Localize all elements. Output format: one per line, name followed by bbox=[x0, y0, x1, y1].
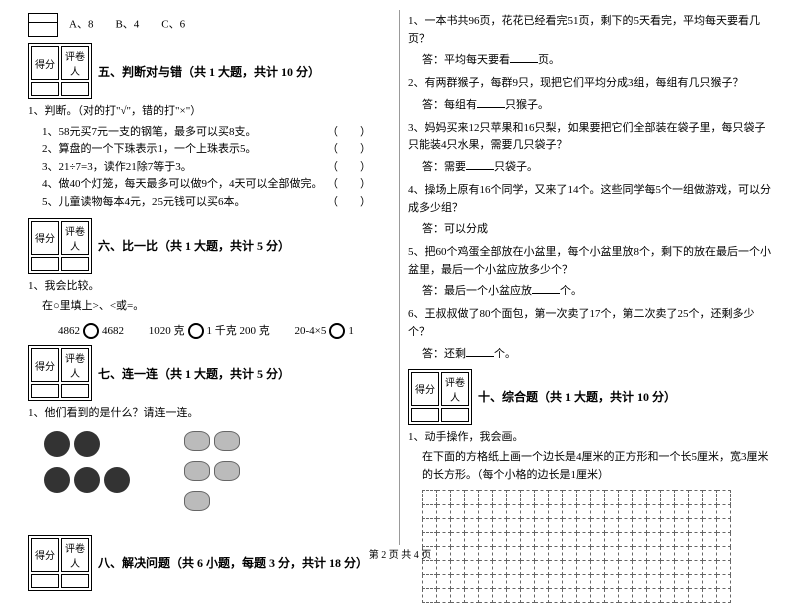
q4: 4、操场上原有16个同学，又来了14个。这些同学每5个一组做游戏，可以分成多少组… bbox=[408, 182, 772, 217]
score-box: 得分评卷人 bbox=[28, 218, 92, 274]
s5-item-3: 3、21÷7=3，读作21除7等于3。（ ） bbox=[42, 159, 391, 177]
score-box: 得分评卷人 bbox=[28, 43, 92, 99]
section-7-title: 七、连一连（共 1 大题，共计 5 分） bbox=[98, 365, 290, 382]
section-5-title: 五、判断对与错（共 1 大题，共计 10 分） bbox=[98, 63, 320, 80]
section-6-title: 六、比一比（共 1 大题，共计 5 分） bbox=[98, 237, 290, 254]
s6-q: 1、我会比较。 bbox=[28, 278, 391, 296]
q3: 3、妈妈买来12只苹果和16只梨，如果要把它们全部装在袋子里，每只袋子只能装4只… bbox=[408, 120, 772, 155]
s5-q: 1、判断。（对的打"√"，错的打"×"） bbox=[28, 103, 391, 121]
s5-item-1: 1、58元买7元一支的钢笔，最多可以买8支。（ ） bbox=[42, 124, 391, 142]
a6: 答：还剩个。 bbox=[422, 345, 772, 361]
s5-item-4: 4、做40个灯笼，每天最多可以做9个，4天可以全部做完。（ ） bbox=[42, 176, 391, 194]
q6: 6、王叔叔做了80个面包，第一次卖了17个，第二次卖了25个，还剩多少个？ bbox=[408, 306, 772, 341]
score-box: 得分评卷人 bbox=[28, 345, 92, 401]
s10-q: 1、动手操作，我会画。 bbox=[408, 429, 772, 447]
section-10-title: 十、综合题（共 1 大题，共计 10 分） bbox=[478, 388, 676, 405]
a2: 答：每组有只猴子。 bbox=[422, 96, 772, 112]
score-box: 得分评卷人 bbox=[408, 369, 472, 425]
q2: 2、有两群猴子，每群9只，现把它们平均分成3组，每组有几只猴子？ bbox=[408, 75, 772, 93]
abacus-icon bbox=[28, 13, 58, 37]
a3: 答：需要只袋子。 bbox=[422, 158, 772, 174]
s5-item-5: 5、儿童读物每本4元，25元钱可以买6本。（ ） bbox=[42, 194, 391, 212]
a4: 答：可以分成 bbox=[422, 220, 772, 236]
choice-options: A、8 B、4 C、6 bbox=[69, 19, 185, 31]
score-box: 得分评卷人 bbox=[28, 535, 92, 591]
q1: 1、一本书共96页，花花已经看完51页，剩下的5天看完，平均每天要看几页？ bbox=[408, 13, 772, 48]
s6-instr: 在○里填上>、<或=。 bbox=[42, 298, 391, 316]
a5: 答：最后一个小盆应放个。 bbox=[422, 282, 772, 298]
q5: 5、把60个鸡蛋全部放在小盆里，每个小盆里放8个，剩下的放在最后一个小盆里，最后… bbox=[408, 244, 772, 279]
page-footer: 第 2 页 共 4 页 bbox=[0, 546, 800, 561]
compare-row: 48624682 1020 克1 千克 200 克 20-4×51 bbox=[58, 322, 391, 339]
s5-item-2: 2、算盘的一个下珠表示1，一个上珠表示5。（ ） bbox=[42, 141, 391, 159]
a1: 答：平均每天要看页。 bbox=[422, 51, 772, 67]
s10-instr: 在下面的方格纸上画一个边长是4厘米的正方形和一个长5厘米，宽3厘米的长方形。（每… bbox=[422, 449, 772, 484]
s7-q: 1、他们看到的是什么？请连一连。 bbox=[28, 405, 391, 423]
connect-image bbox=[42, 429, 282, 529]
